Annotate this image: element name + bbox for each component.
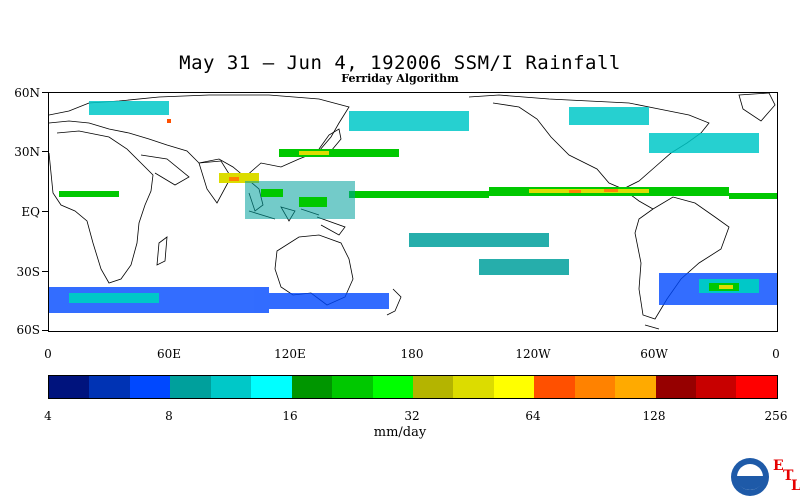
noaa-logo: NOAA xyxy=(731,458,769,496)
colorbar-swatch-4 xyxy=(210,376,252,398)
lat-label-30n: 30N xyxy=(14,145,40,159)
etl-letter-e: E xyxy=(773,458,784,474)
colorbar xyxy=(48,375,778,399)
noaa-logo-text: NOAA xyxy=(741,470,759,477)
etl-letter-l: L xyxy=(791,478,800,494)
map-canvas xyxy=(49,93,777,330)
colorbar-swatch-9 xyxy=(412,376,454,398)
lat-tick xyxy=(42,92,48,93)
lon-label-0-end: 0 xyxy=(772,347,780,361)
lat-label-eq: EQ xyxy=(21,205,40,219)
colorbar-swatch-16 xyxy=(696,376,737,398)
colorbar-swatch-11 xyxy=(493,376,535,398)
lat-tick xyxy=(42,151,48,152)
colorbar-swatch-6 xyxy=(291,376,333,398)
colorbar-label-128: 128 xyxy=(642,409,666,423)
colorbar-swatch-2 xyxy=(129,376,171,398)
lon-label-120w: 120W xyxy=(515,347,551,361)
colorbar-unit: mm/day xyxy=(373,425,427,440)
lat-tick xyxy=(42,211,48,212)
colorbar-swatch-8 xyxy=(372,376,413,398)
colorbar-swatch-3 xyxy=(170,376,211,398)
noaa-logo-wave xyxy=(736,476,764,490)
etl-letter-t: T xyxy=(783,468,794,484)
colorbar-swatch-15 xyxy=(655,376,696,398)
map-title: May 31 – Jun 4, 192006 SSM/I Rainfall xyxy=(179,52,621,74)
colorbar-swatch-0 xyxy=(49,376,90,398)
lon-label-60e: 60E xyxy=(156,347,182,361)
rainfall-map xyxy=(48,92,778,332)
colorbar-label-256: 256 xyxy=(764,409,788,423)
colorbar-swatch-14 xyxy=(615,376,656,398)
map-subtitle: Ferriday Algorithm xyxy=(341,72,459,85)
colorbar-label-64: 64 xyxy=(525,409,541,423)
colorbar-swatch-10 xyxy=(453,376,494,398)
colorbar-swatch-7 xyxy=(332,376,373,398)
lon-label-120e: 120E xyxy=(274,347,306,361)
lon-label-0: 0 xyxy=(44,347,52,361)
lat-label-60n: 60N xyxy=(14,86,40,100)
lon-label-60w: 60W xyxy=(640,347,668,361)
colorbar-label-16: 16 xyxy=(282,409,298,423)
lat-label-60s: 60S xyxy=(16,323,41,337)
colorbar-swatch-17 xyxy=(736,376,777,398)
colorbar-label-4: 4 xyxy=(44,409,52,423)
lat-tick xyxy=(42,271,48,272)
colorbar-swatch-5 xyxy=(251,376,292,398)
colorbar-swatch-13 xyxy=(574,376,616,398)
rain-bands xyxy=(49,101,777,313)
colorbar-swatch-1 xyxy=(89,376,130,398)
colorbar-swatch-12 xyxy=(534,376,575,398)
colorbar-label-8: 8 xyxy=(165,409,173,423)
colorbar-label-32: 32 xyxy=(404,409,420,423)
lat-label-30s: 30S xyxy=(16,265,41,279)
lon-label-180: 180 xyxy=(400,347,424,361)
lat-tick xyxy=(42,330,48,331)
